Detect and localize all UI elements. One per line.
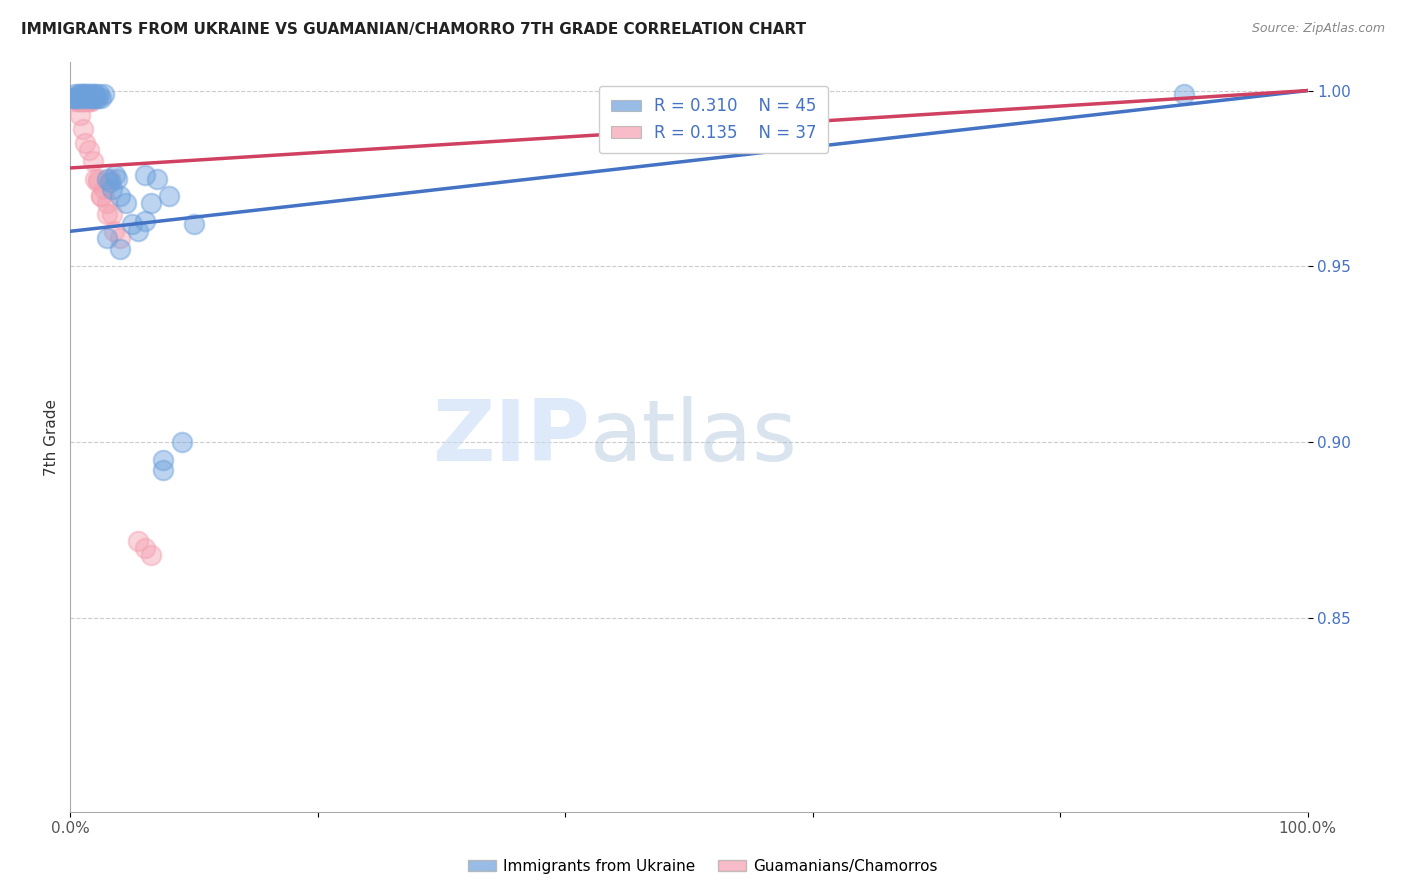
Point xyxy=(80,90,103,104)
Point xyxy=(152,453,174,467)
Point xyxy=(108,231,131,245)
Point xyxy=(66,94,89,108)
Legend: Immigrants from Ukraine, Guamanians/Chamorros: Immigrants from Ukraine, Guamanians/Cham… xyxy=(463,853,943,880)
Point xyxy=(84,171,107,186)
Point xyxy=(183,217,205,231)
Point xyxy=(72,87,94,101)
Point xyxy=(62,90,84,104)
Point xyxy=(134,213,156,227)
Point xyxy=(103,224,125,238)
Point xyxy=(65,94,87,108)
Point xyxy=(90,189,112,203)
Point xyxy=(82,90,104,104)
Point xyxy=(72,122,94,136)
Point xyxy=(65,87,87,101)
Point xyxy=(152,463,174,477)
Point xyxy=(90,90,112,104)
Point xyxy=(79,87,101,101)
Point xyxy=(127,224,149,238)
Point xyxy=(157,189,180,203)
Point xyxy=(96,231,118,245)
Point xyxy=(65,90,87,104)
Point xyxy=(65,90,87,104)
Point xyxy=(98,175,121,189)
Point xyxy=(79,94,101,108)
Point xyxy=(75,90,97,104)
Point xyxy=(98,171,121,186)
Point xyxy=(66,90,89,104)
Point xyxy=(77,144,100,158)
Point xyxy=(96,171,118,186)
Point xyxy=(73,87,96,101)
Point xyxy=(75,90,97,104)
Point xyxy=(90,189,112,203)
Point xyxy=(86,90,108,104)
Point xyxy=(86,175,108,189)
Point xyxy=(101,207,124,221)
Point xyxy=(87,87,110,101)
Point xyxy=(75,87,97,101)
Point xyxy=(83,87,105,101)
Point xyxy=(75,136,97,151)
Point xyxy=(69,108,91,122)
Point xyxy=(77,87,100,101)
Text: ZIP: ZIP xyxy=(432,395,591,479)
Point xyxy=(70,94,93,108)
Point xyxy=(104,168,127,182)
Point xyxy=(67,87,90,101)
Point xyxy=(72,94,94,108)
Point xyxy=(69,87,91,101)
Point xyxy=(115,196,138,211)
Point xyxy=(69,90,91,104)
Point xyxy=(82,90,104,104)
Point xyxy=(67,94,90,108)
Point xyxy=(105,171,128,186)
Point xyxy=(139,196,162,211)
Point xyxy=(62,90,84,104)
Point xyxy=(108,242,131,256)
Point xyxy=(93,87,115,101)
Point xyxy=(63,90,86,104)
Text: Source: ZipAtlas.com: Source: ZipAtlas.com xyxy=(1251,22,1385,36)
Point xyxy=(63,90,86,104)
Point xyxy=(76,90,98,104)
Point xyxy=(108,189,131,203)
Point xyxy=(96,207,118,221)
Text: IMMIGRANTS FROM UKRAINE VS GUAMANIAN/CHAMORRO 7TH GRADE CORRELATION CHART: IMMIGRANTS FROM UKRAINE VS GUAMANIAN/CHA… xyxy=(21,22,806,37)
Legend: R = 0.310    N = 45, R = 0.135    N = 37: R = 0.310 N = 45, R = 0.135 N = 37 xyxy=(599,86,828,153)
Point xyxy=(93,182,115,196)
Point xyxy=(1173,87,1195,101)
Point xyxy=(75,94,97,108)
Point xyxy=(101,182,124,196)
Point xyxy=(77,90,100,104)
Point xyxy=(70,90,93,104)
Point xyxy=(96,196,118,211)
Point xyxy=(121,217,143,231)
Point xyxy=(82,153,104,168)
Text: atlas: atlas xyxy=(591,395,799,479)
Point xyxy=(86,171,108,186)
Point xyxy=(170,435,193,450)
Y-axis label: 7th Grade: 7th Grade xyxy=(44,399,59,475)
Point xyxy=(134,541,156,555)
Point xyxy=(84,87,107,101)
Point xyxy=(134,168,156,182)
Point xyxy=(73,94,96,108)
Point xyxy=(84,90,107,104)
Point xyxy=(139,548,162,562)
Point xyxy=(76,94,98,108)
Point xyxy=(127,533,149,548)
Point xyxy=(146,171,169,186)
Point xyxy=(80,94,103,108)
